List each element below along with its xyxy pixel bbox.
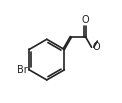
Text: O: O <box>92 42 100 52</box>
Text: Br: Br <box>17 65 28 75</box>
Text: O: O <box>82 15 90 25</box>
